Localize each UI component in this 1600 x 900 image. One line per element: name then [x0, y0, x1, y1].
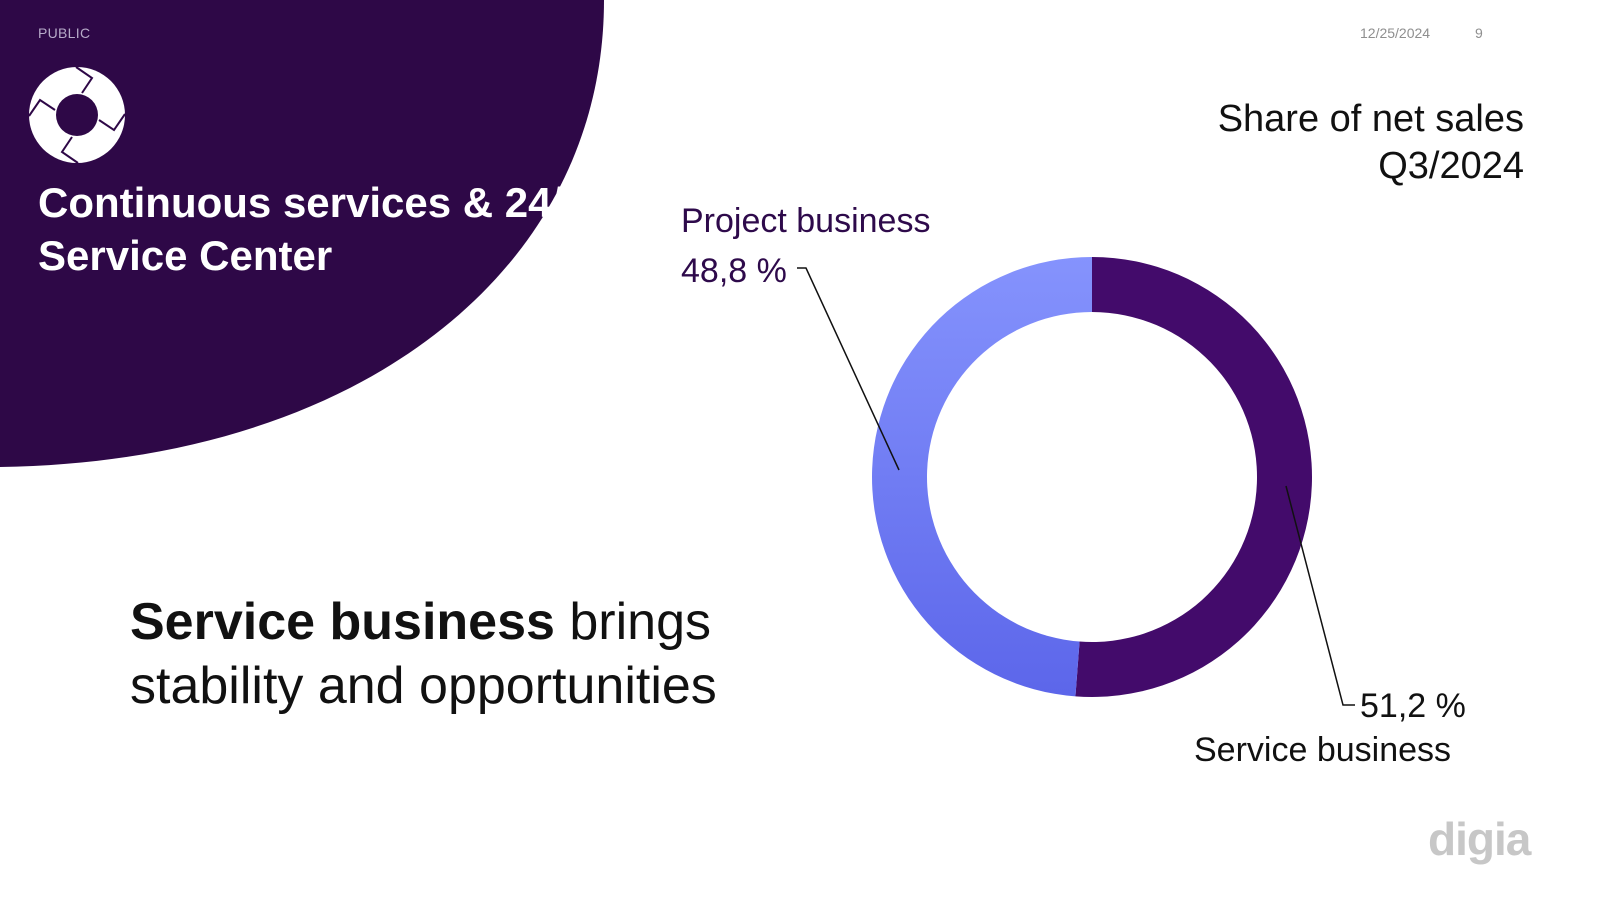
chart-title-line-1: Share of net sales: [1217, 98, 1524, 140]
project-business-label: Project business: [681, 202, 931, 240]
leader-line-service: [1285, 485, 1355, 706]
project-business-value: 48,8 %: [681, 252, 787, 290]
service-business-value: 51,2 %: [1360, 687, 1466, 725]
leader-line-project: [797, 267, 900, 471]
donut-slice-project-business: [872, 257, 1092, 697]
cycle-arrows-icon: [28, 66, 126, 164]
classification-label: PUBLIC: [38, 25, 91, 41]
chart-title-line-2: Q3/2024: [1378, 145, 1524, 187]
chart-title: Share of net sales Q3/2024: [1218, 96, 1524, 190]
donut-slice-service-business: [1075, 257, 1313, 697]
headline-bold: Service business: [130, 593, 555, 651]
headline: Service business brings stability and op…: [130, 590, 850, 718]
digia-logo: digia: [1428, 813, 1531, 865]
headline-rest: brings stability and opportunities: [130, 593, 717, 715]
slide-date: 12/25/2024: [1360, 25, 1431, 41]
hero-title: Continuous services & 24/7 Service Cente…: [38, 179, 587, 279]
page-number: 9: [1475, 25, 1483, 41]
service-business-label: Service business: [1194, 731, 1452, 769]
